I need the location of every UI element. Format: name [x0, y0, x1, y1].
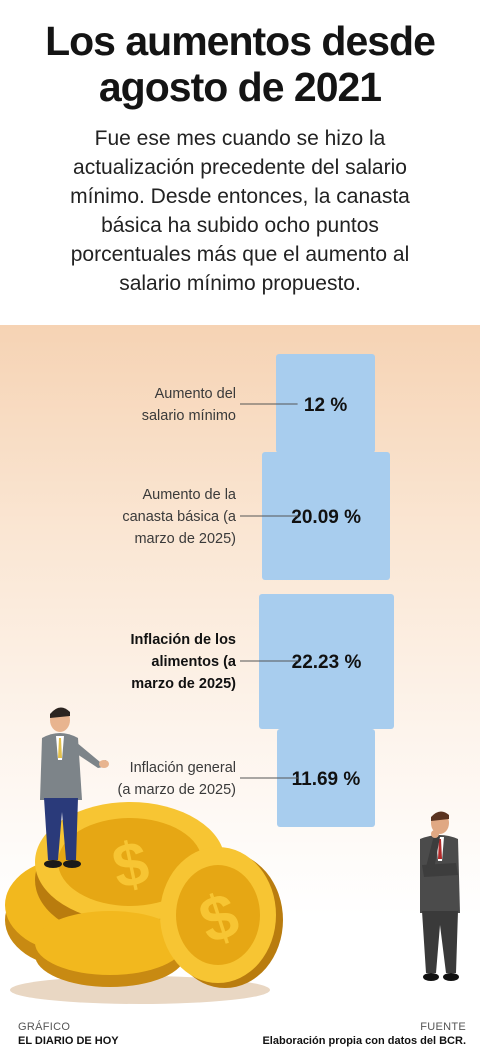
category-label-line: (a marzo de 2025) [118, 782, 236, 798]
category-label: Inflación general (a marzo de 2025) [118, 760, 236, 798]
bar-value-label: 12 % [304, 395, 347, 416]
category-label-line: canasta básica (a [122, 509, 237, 525]
businessman-standing-icon [40, 707, 109, 868]
bar-value-label: 22.23 % [292, 652, 362, 673]
category-label-line: marzo de 2025) [131, 676, 236, 692]
footer-source: FUENTE Elaboración propia con datos del … [262, 1020, 466, 1048]
category-label: Aumento de la canasta básica (a marzo de 2… [122, 487, 237, 547]
category-label-line: salario mínimo [142, 408, 236, 424]
category-label-line: alimentos (a [151, 654, 237, 670]
bar [277, 729, 375, 827]
footer-credit-text: EL DIARIO DE HOY [18, 1035, 119, 1047]
category-label-line: Aumento de la [142, 487, 236, 503]
footer-source-heading: FUENTE [420, 1021, 466, 1033]
bar [259, 594, 394, 729]
businessman-thinking-icon [420, 811, 460, 981]
page-title: Los aumentos desde agosto de 2021 [45, 18, 436, 110]
category-label-line: marzo de 2025) [134, 531, 236, 547]
page-subtitle: Fue ese mes cuando se hizo la actualizac… [70, 127, 410, 295]
bar-value-label: 20.09 % [291, 507, 361, 528]
category-label: Aumento del salario mínimo [142, 386, 236, 424]
bar [276, 354, 375, 453]
footer-source-text: Elaboración propia con datos del BCR. [262, 1035, 466, 1047]
footer-credit: GRÁFICO EL DIARIO DE HOY [18, 1020, 119, 1048]
bar [262, 452, 390, 580]
category-label-line: Inflación de los [130, 632, 236, 648]
category-label-line: Inflación general [130, 760, 236, 776]
category-label: Inflación de los alimentos (a marzo de 202… [130, 632, 236, 692]
category-label-line: Aumento del [155, 386, 236, 402]
footer-credit-heading: GRÁFICO [18, 1021, 71, 1033]
bar-value-label: 11.69 % [292, 769, 361, 790]
